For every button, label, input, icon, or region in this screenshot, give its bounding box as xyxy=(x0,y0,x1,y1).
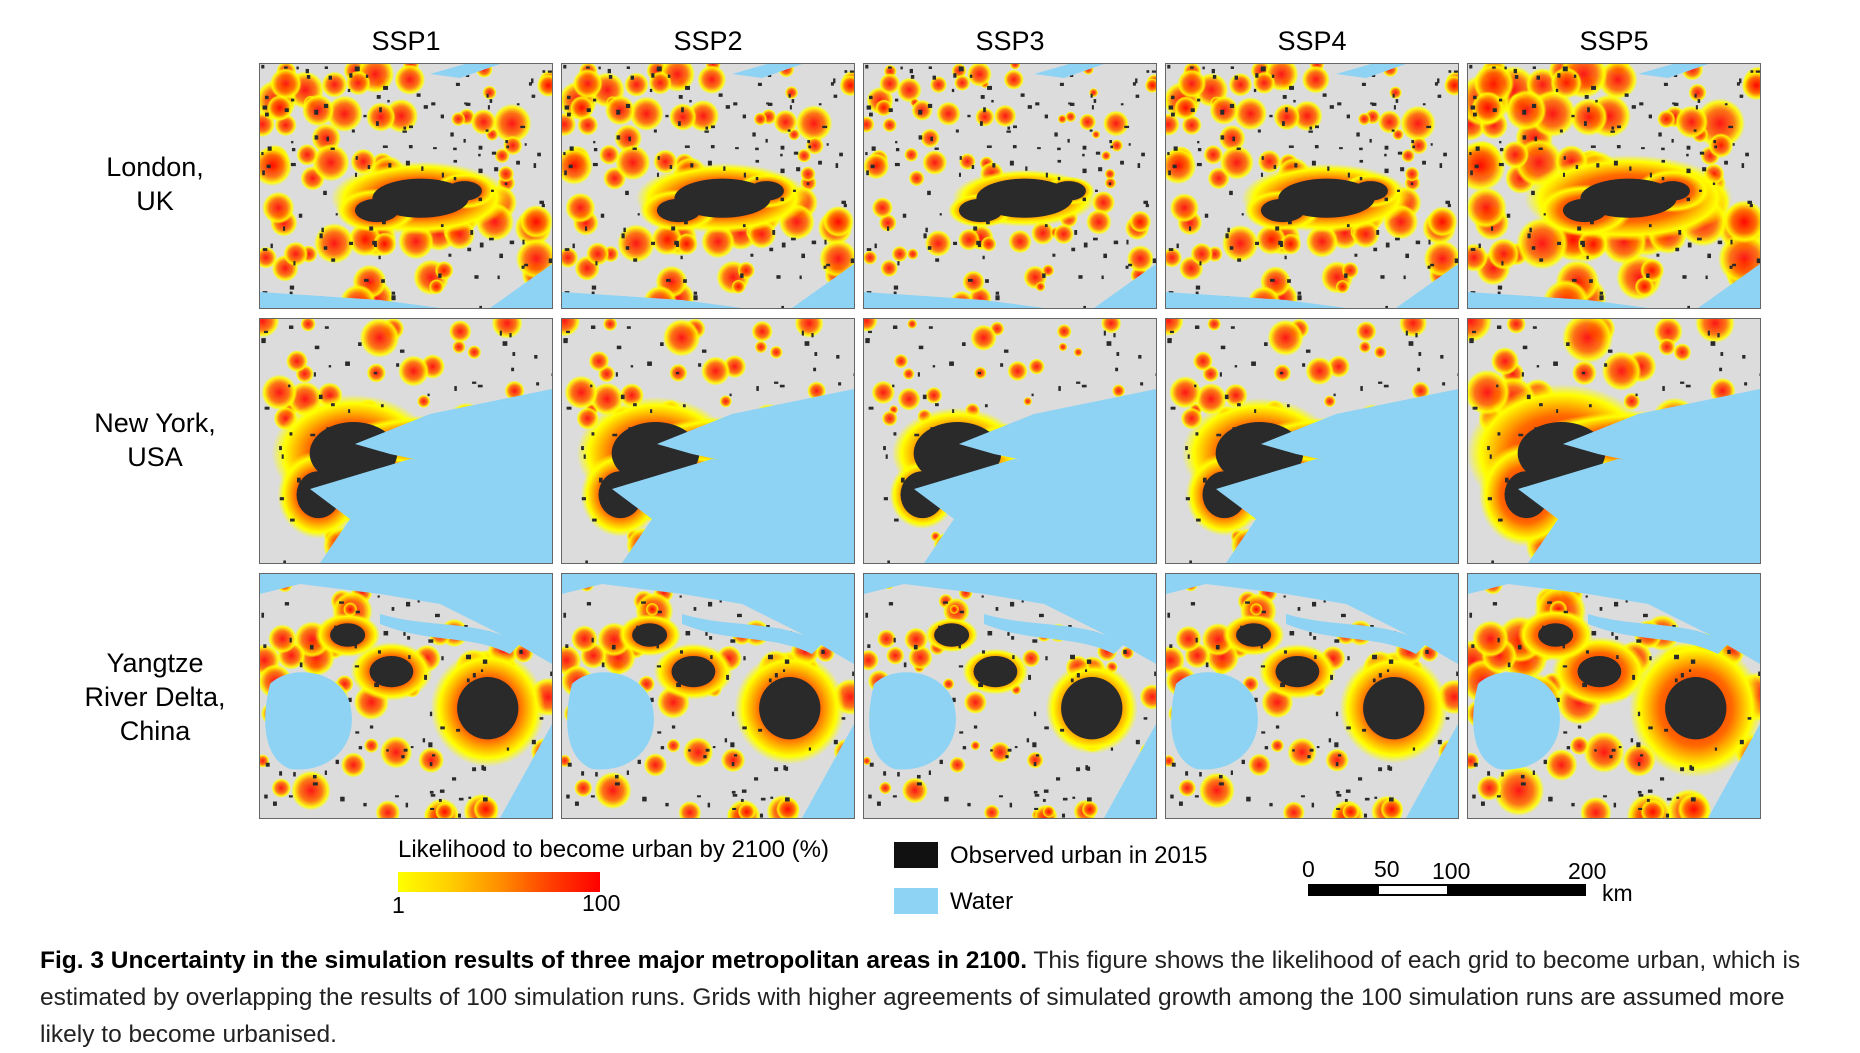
map-graphic xyxy=(260,319,552,563)
map-panel-yangtze-ssp4 xyxy=(1165,573,1459,819)
observed-urban-swatch xyxy=(894,842,938,868)
scale-bar xyxy=(1308,884,1586,896)
map-panel-yangtze-ssp1 xyxy=(259,573,553,819)
row-header-line: UK xyxy=(136,186,174,216)
row-header-line: USA xyxy=(127,442,183,472)
map-panel-yangtze-ssp2 xyxy=(561,573,855,819)
row-header-london: London, UK xyxy=(60,150,250,218)
likelihood-legend-title: Likelihood to become urban by 2100 (%) xyxy=(398,836,829,863)
row-header-line: Yangtze xyxy=(106,648,204,678)
map-panel-yangtze-ssp5 xyxy=(1467,573,1761,819)
row-header-new-york: New York, USA xyxy=(60,406,250,474)
scale-unit: km xyxy=(1602,880,1633,906)
likelihood-gradient-bar xyxy=(398,872,600,892)
map-graphic xyxy=(1468,319,1760,563)
row-header-line: China xyxy=(119,716,191,746)
figure-caption: Fig. 3 Uncertainty in the simulation res… xyxy=(40,942,1835,1053)
map-panel-london-ssp4 xyxy=(1165,63,1459,309)
map-panel-london-ssp3 xyxy=(863,63,1157,309)
water-label: Water xyxy=(950,888,1014,915)
map-panel-new-york-ssp5 xyxy=(1467,318,1761,564)
column-header-ssp2: SSP2 xyxy=(673,26,743,56)
map-graphic xyxy=(1166,574,1458,818)
row-header-line: River Delta, xyxy=(84,682,226,712)
observed-urban-label: Observed urban in 2015 xyxy=(950,842,1208,869)
column-header-ssp5: SSP5 xyxy=(1579,26,1649,56)
map-graphic xyxy=(562,64,854,308)
map-graphic xyxy=(1166,319,1458,563)
row-header-yangtze: Yangtze River Delta, China xyxy=(60,646,250,748)
caption-body: This figure shows the likelihood of each… xyxy=(40,947,1801,1048)
map-panel-new-york-ssp3 xyxy=(863,318,1157,564)
map-graphic xyxy=(260,574,552,818)
map-graphic xyxy=(1166,64,1458,308)
map-graphic xyxy=(1468,64,1760,308)
map-graphic xyxy=(562,574,854,818)
scale-tick-200: 200 xyxy=(1568,858,1607,884)
map-panel-london-ssp2 xyxy=(561,63,855,309)
row-header-line: London, xyxy=(106,152,204,182)
column-header-ssp3: SSP3 xyxy=(975,26,1045,56)
map-graphic xyxy=(864,574,1156,818)
likelihood-gradient-min: 1 xyxy=(392,892,405,918)
water-swatch xyxy=(894,888,938,914)
map-graphic xyxy=(1468,574,1760,818)
map-panel-new-york-ssp2 xyxy=(561,318,855,564)
map-graphic xyxy=(562,319,854,563)
map-panel-new-york-ssp4 xyxy=(1165,318,1459,564)
map-graphic xyxy=(864,319,1156,563)
map-panel-london-ssp1 xyxy=(259,63,553,309)
column-header-ssp4: SSP4 xyxy=(1277,26,1347,56)
map-graphic xyxy=(864,64,1156,308)
scale-tick-50: 50 xyxy=(1374,856,1400,882)
column-header-ssp1: SSP1 xyxy=(371,26,441,56)
row-header-line: New York, xyxy=(94,408,216,438)
map-panel-new-york-ssp1 xyxy=(259,318,553,564)
map-graphic xyxy=(260,64,552,308)
map-panel-london-ssp5 xyxy=(1467,63,1761,309)
caption-title: Fig. 3 Uncertainty in the simulation res… xyxy=(40,947,1028,974)
scale-tick-0: 0 xyxy=(1302,856,1315,882)
likelihood-gradient-max: 100 xyxy=(582,890,621,916)
map-panel-yangtze-ssp3 xyxy=(863,573,1157,819)
scale-tick-100: 100 xyxy=(1432,858,1471,884)
